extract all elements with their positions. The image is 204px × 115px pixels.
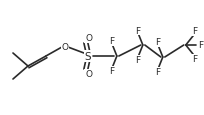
Text: S: S [85,52,91,61]
Text: O: O [61,43,68,52]
Text: F: F [192,55,197,64]
Text: O: O [85,34,92,43]
Text: F: F [155,38,160,47]
Text: F: F [155,68,160,77]
Text: F: F [135,26,140,35]
Text: F: F [198,41,203,50]
Text: F: F [109,37,114,46]
Text: F: F [135,56,140,65]
Text: F: F [192,27,197,36]
Text: F: F [109,67,114,76]
Text: O: O [85,70,92,79]
